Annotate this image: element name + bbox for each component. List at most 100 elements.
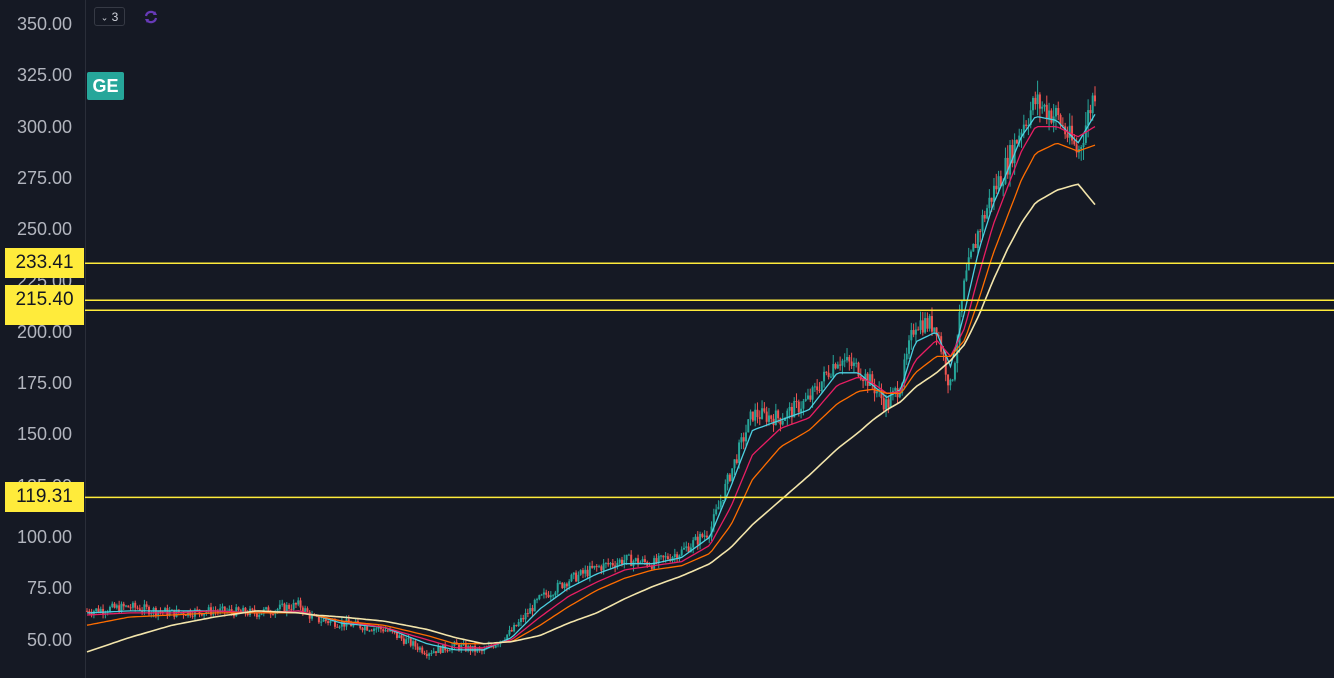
candle-body (692, 540, 695, 548)
candle (237, 606, 240, 612)
candle-body (384, 630, 387, 632)
candle-body (519, 617, 522, 623)
candle (834, 362, 837, 370)
candle-body (196, 609, 199, 611)
candle (1094, 86, 1096, 107)
candle-body (265, 607, 268, 610)
candle-body (306, 608, 309, 612)
candle (255, 612, 258, 620)
candle (754, 403, 757, 427)
candle-body (839, 364, 842, 366)
candle (740, 433, 743, 450)
candle (579, 569, 582, 576)
y-tick-label: 200.00 (16, 321, 72, 342)
candle (953, 361, 956, 382)
sync-icon[interactable] (143, 9, 159, 25)
candle (281, 599, 284, 607)
candle-body (230, 609, 233, 613)
candle (540, 593, 543, 596)
candle (951, 379, 954, 382)
candle-body (1091, 95, 1094, 114)
candle-body (689, 547, 692, 552)
candle (921, 312, 924, 336)
candle (912, 323, 915, 338)
candle (761, 400, 764, 420)
candle-body (1013, 140, 1016, 164)
candle-body (841, 360, 844, 366)
candle-body (301, 607, 304, 612)
candle-body (510, 629, 513, 632)
candle-body (1045, 104, 1048, 120)
candle-body (398, 635, 401, 638)
candle-body (963, 280, 966, 301)
candle (398, 633, 401, 639)
candle-body (609, 563, 612, 565)
candle-body (545, 592, 548, 595)
candle-body (634, 558, 637, 562)
candle-body (207, 607, 210, 612)
candle (508, 625, 511, 637)
candle-body (1015, 140, 1018, 144)
candle-body (125, 605, 128, 607)
candle-body (641, 559, 644, 562)
candle (935, 327, 938, 346)
candle-body (361, 628, 364, 631)
candle (435, 651, 438, 657)
candle-body (563, 583, 566, 589)
candle (1004, 147, 1007, 185)
candle-body (850, 361, 853, 366)
candle-body (161, 611, 164, 613)
candle (825, 371, 828, 376)
candle-body (134, 602, 137, 608)
candle-body (1068, 125, 1071, 138)
candle (327, 620, 330, 626)
series-count-button[interactable]: ⌄ 3 (94, 7, 125, 26)
candle (627, 553, 630, 556)
candle-body (852, 362, 855, 366)
candle (588, 562, 591, 582)
candle (405, 635, 408, 645)
candle-body (409, 638, 412, 646)
candle (731, 468, 734, 484)
candle-body (517, 622, 520, 627)
candle-body (784, 418, 787, 421)
candle-body (494, 645, 497, 648)
candle-body (611, 563, 614, 566)
candle (965, 263, 968, 282)
candle (561, 582, 564, 589)
candle-body (1094, 95, 1096, 102)
price-axis-panel[interactable] (0, 0, 86, 678)
candle (572, 572, 575, 580)
candle (749, 409, 752, 426)
candle-body (129, 607, 132, 609)
candle-body (970, 251, 973, 258)
candle (841, 358, 844, 375)
candle (960, 300, 963, 318)
candle-body (595, 565, 598, 567)
candle-body (591, 565, 594, 568)
candle-body (90, 613, 93, 615)
candle (283, 602, 286, 613)
candle (997, 170, 1000, 194)
candle (471, 645, 474, 653)
candle (556, 579, 559, 596)
candle-body (575, 572, 578, 582)
candle (657, 552, 660, 569)
candle-body (802, 400, 805, 409)
candle (1084, 111, 1087, 146)
candle-body (131, 602, 134, 608)
candle (368, 629, 371, 633)
candle (623, 554, 626, 569)
candle-body (625, 554, 628, 561)
candle-body (924, 318, 927, 333)
candle (542, 588, 545, 599)
candle (685, 541, 688, 552)
candle-body (1080, 147, 1083, 150)
candle (788, 402, 791, 419)
candle (324, 618, 327, 624)
candle-body (469, 646, 472, 652)
candle-body (432, 651, 435, 654)
candle (375, 626, 378, 633)
candle (820, 381, 823, 393)
